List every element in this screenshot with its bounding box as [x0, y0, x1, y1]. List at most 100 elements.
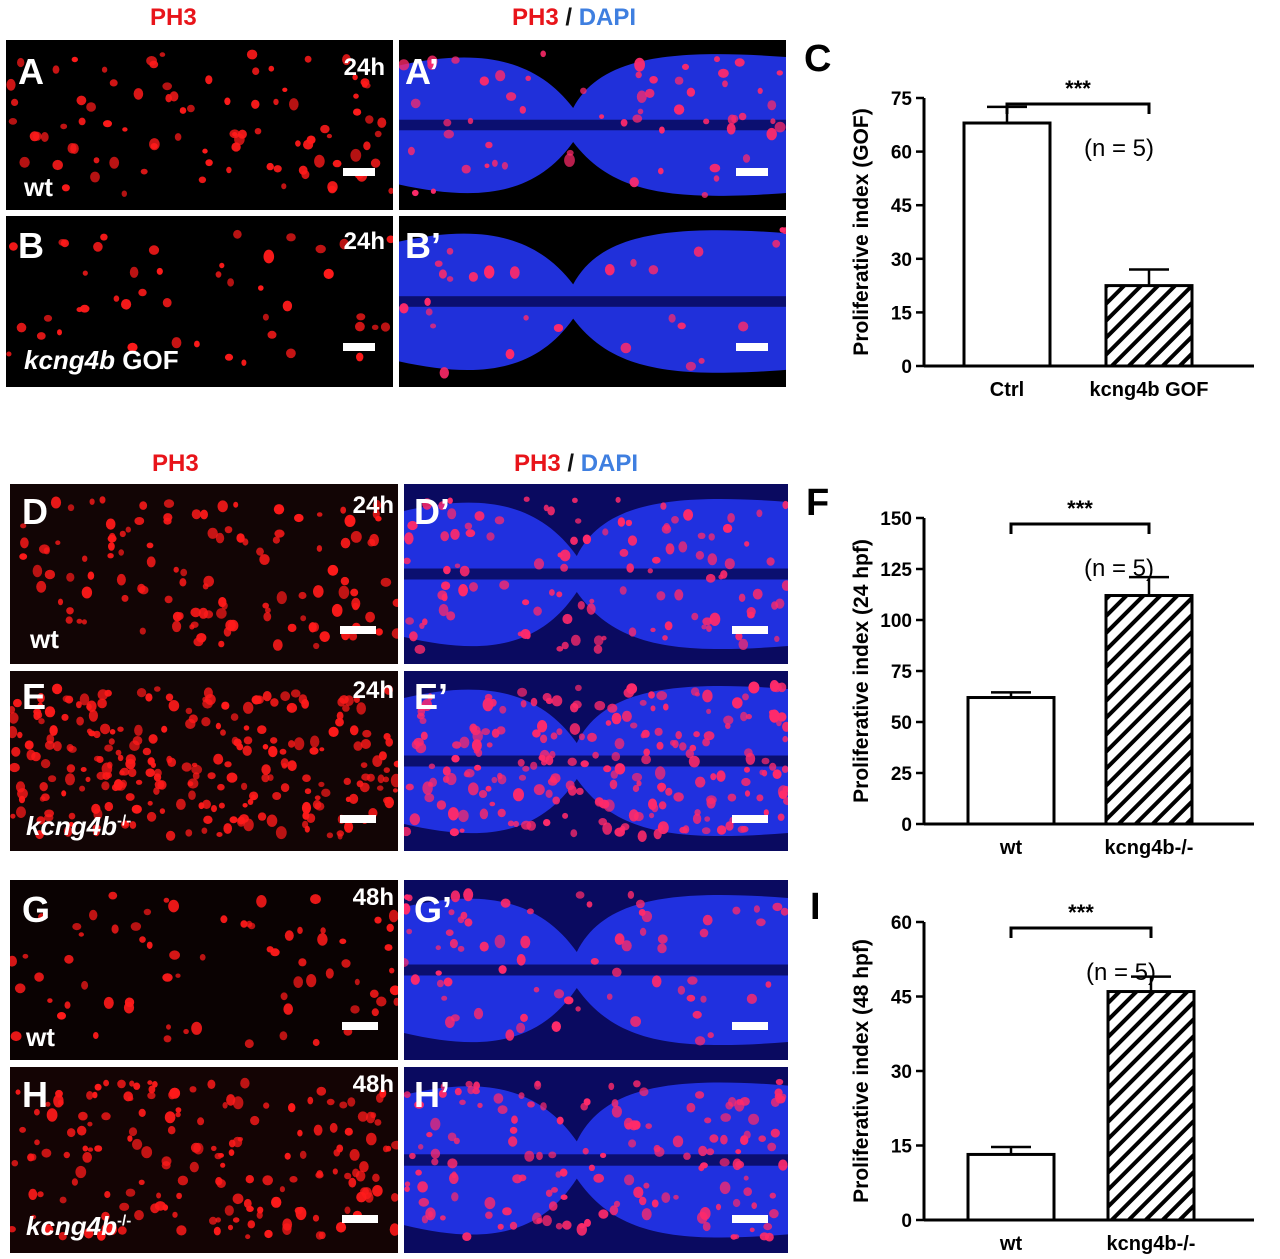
ph3-nucleus [540, 1102, 547, 1111]
ph3-nucleus [384, 944, 393, 951]
ph3-nucleus [104, 744, 113, 752]
ph3-nucleus [344, 1127, 353, 1136]
ph3-nucleus [434, 260, 443, 267]
ph3-nucleus [242, 745, 252, 756]
ph3-nucleus [382, 776, 390, 783]
column-header-ph3: PH3 [152, 450, 199, 477]
ph3-nucleus [175, 1112, 181, 1118]
chart-i: I 0 15 30 45 60 Proliferative index (48 hpf) w… [800, 884, 1270, 1258]
y-tick-label: 30 [891, 1062, 912, 1083]
ph3-nucleus [316, 512, 323, 517]
ph3-nucleus [389, 985, 398, 996]
ph3-nucleus [611, 712, 622, 725]
ph3-nucleus [656, 691, 668, 701]
ph3-nucleus [275, 826, 287, 840]
ph3-nuclei [399, 50, 786, 198]
ph3-nucleus [463, 888, 474, 902]
ph3-nucleus [283, 1003, 294, 1015]
ph3-nucleus [165, 830, 176, 841]
y-tick-label: 0 [901, 357, 912, 378]
ph3-nucleus [176, 612, 184, 620]
ph3-nucleus [280, 783, 290, 793]
ph3-nucleus [505, 1029, 515, 1041]
ph3-nucleus [543, 504, 549, 512]
ph3-nucleus [82, 1152, 92, 1163]
ph3-nucleus [391, 1140, 398, 1150]
ph3-nucleus [29, 131, 40, 142]
ph3-nucleus [201, 717, 211, 727]
y-axis-label: Proliferative index (48 hpf) [850, 939, 873, 1203]
ph3-nucleus [594, 700, 606, 711]
ph3-nucleus [580, 87, 587, 94]
ph3-nucleus [438, 501, 447, 511]
ph3-nucleus [393, 997, 398, 1006]
ph3-nucleus [362, 729, 372, 738]
ph3-nucleus [626, 563, 634, 573]
ph3-nucleus [314, 802, 325, 811]
ph3-nucleus [171, 337, 182, 349]
ph3-nucleus [677, 322, 686, 330]
panel-h-ph3-image: H 48h kcng4b-/- [10, 1067, 398, 1253]
ph3-nucleus [177, 1175, 189, 1186]
ph3-nucleus [742, 154, 751, 163]
ph3-nucleus [156, 1192, 162, 1199]
ph3-nucleus [516, 1022, 526, 1034]
ph3-nucleus [569, 723, 581, 735]
ph3-nucleus [390, 773, 398, 788]
ph3-nucleus [86, 1091, 94, 1100]
ph3-nucleus [540, 50, 546, 58]
ph3-nucleus [15, 1089, 21, 1095]
ph3-nucleus [145, 768, 155, 777]
ph3-nucleus [320, 927, 326, 934]
ph3-nucleus [672, 740, 679, 749]
ph3-nucleus [301, 699, 309, 709]
ph3-nucleus [224, 97, 231, 106]
x-tick-label: wt [999, 1233, 1023, 1255]
ph3-nucleus [471, 739, 482, 752]
ph3-nucleus [559, 1168, 568, 1177]
ph3-nucleus [295, 140, 301, 147]
ph3-nucleus [661, 1192, 671, 1203]
ph3-nucleus [428, 1211, 433, 1218]
ph3-nucleus [763, 809, 769, 816]
ph3-nucleus [576, 1223, 587, 1236]
ph3-nucleus [370, 1112, 377, 1119]
ph3-nucleus [119, 530, 126, 538]
ph3-nucleus [17, 731, 23, 739]
ph3-nucleus [145, 693, 153, 702]
ph3-nucleus [355, 321, 365, 332]
ph3-nucleus [226, 1094, 236, 1106]
ph3-nucleus [191, 1021, 203, 1035]
ph3-nucleus [518, 1092, 525, 1099]
ph3-nucleus [154, 780, 165, 790]
ph3-nucleus [756, 918, 766, 927]
ph3-nucleus [686, 994, 696, 1002]
ph3-nucleus [674, 589, 684, 601]
ph3-nucleus [183, 1028, 189, 1035]
ph3-nucleus [410, 98, 421, 109]
ph3-nucleus [436, 800, 447, 810]
ph3-nucleus [266, 946, 274, 953]
ph3-nucleus [698, 357, 705, 364]
ph3-nucleus [78, 932, 85, 937]
ph3-nucleus [501, 162, 508, 170]
ph3-nucleus [392, 788, 398, 793]
ph3-nucleus [695, 1091, 705, 1099]
ph3-nuclei [6, 229, 393, 366]
ph3-nucleus [612, 967, 622, 977]
ph3-nucleus [348, 632, 358, 641]
ph3-nucleus [718, 68, 729, 78]
ph3-nucleus [744, 541, 750, 547]
ph3-nucleus [710, 773, 717, 781]
ph3-nucleus [739, 1097, 750, 1106]
ph3-nucleus [769, 762, 777, 771]
panel-b-ph3-image: B 24h kcng4b GOF [6, 216, 393, 387]
ph3-nucleus [328, 726, 339, 737]
ph3-nucleus [211, 1145, 217, 1151]
ph3-nuclei [404, 888, 788, 1046]
ph3-nucleus [658, 785, 665, 793]
ph3-nucleus [656, 591, 666, 601]
ph3-nucleus [218, 640, 225, 648]
ph3-nucleus [609, 779, 618, 790]
ph3-nucleus [190, 607, 201, 618]
